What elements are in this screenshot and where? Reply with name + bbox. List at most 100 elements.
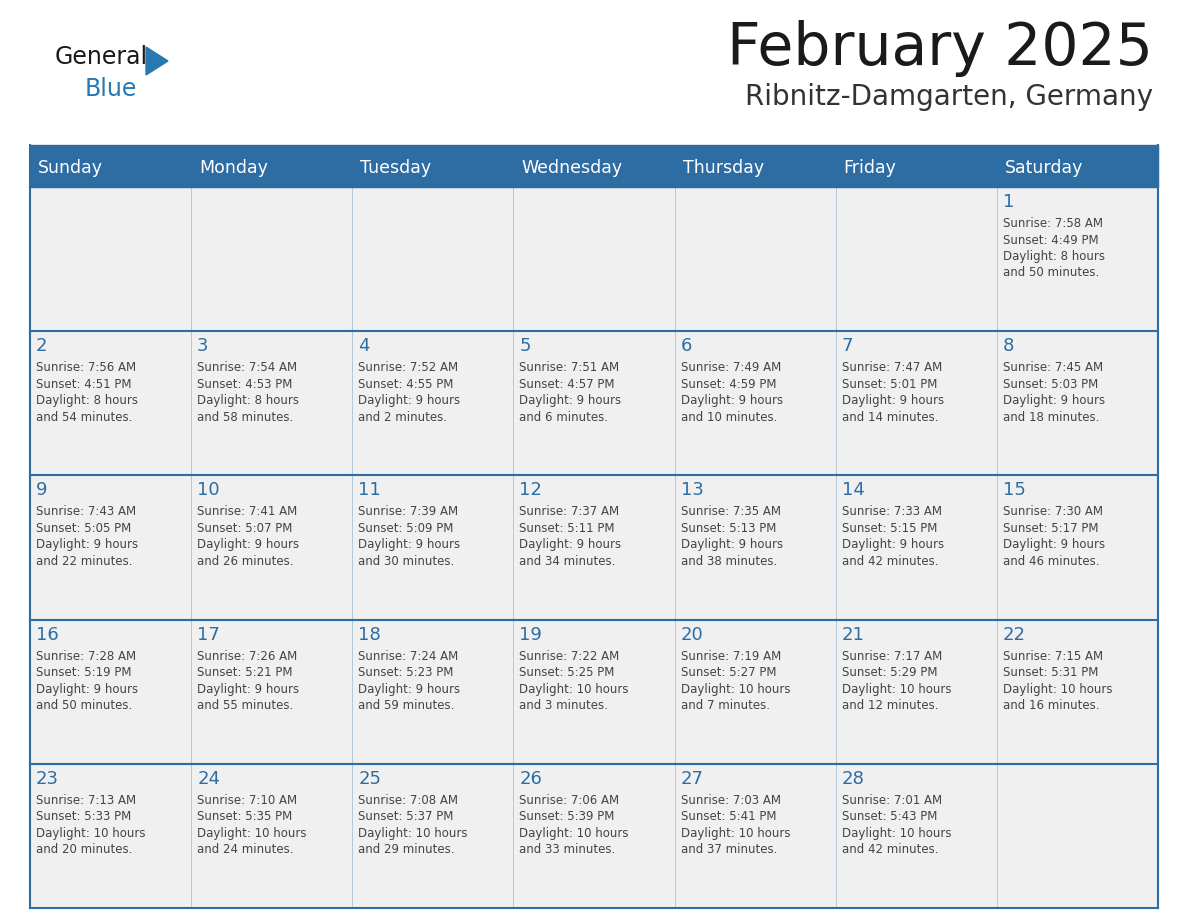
Text: and 50 minutes.: and 50 minutes. <box>36 700 132 712</box>
Text: and 59 minutes.: and 59 minutes. <box>359 700 455 712</box>
Text: Daylight: 10 hours: Daylight: 10 hours <box>36 827 145 840</box>
Text: General: General <box>55 45 148 69</box>
Text: 25: 25 <box>359 770 381 788</box>
Text: and 12 minutes.: and 12 minutes. <box>842 700 939 712</box>
Text: Sunrise: 7:43 AM: Sunrise: 7:43 AM <box>36 506 137 519</box>
Text: Daylight: 9 hours: Daylight: 9 hours <box>1003 394 1105 408</box>
Bar <box>513 764 675 908</box>
Text: and 37 minutes.: and 37 minutes. <box>681 844 777 856</box>
Text: Sunrise: 7:49 AM: Sunrise: 7:49 AM <box>681 361 781 375</box>
Text: Daylight: 10 hours: Daylight: 10 hours <box>1003 683 1112 696</box>
Bar <box>997 476 1158 620</box>
Text: Friday: Friday <box>843 159 897 177</box>
Text: Sunset: 4:55 PM: Sunset: 4:55 PM <box>359 377 454 391</box>
Text: Sunrise: 7:56 AM: Sunrise: 7:56 AM <box>36 361 137 375</box>
Text: and 58 minutes.: and 58 minutes. <box>197 410 293 424</box>
Text: Sunset: 5:09 PM: Sunset: 5:09 PM <box>359 522 454 535</box>
Text: Daylight: 9 hours: Daylight: 9 hours <box>197 538 299 552</box>
Text: Daylight: 9 hours: Daylight: 9 hours <box>36 683 138 696</box>
Text: Sunset: 5:07 PM: Sunset: 5:07 PM <box>197 522 292 535</box>
Text: Sunset: 5:23 PM: Sunset: 5:23 PM <box>359 666 454 679</box>
Bar <box>30 331 191 476</box>
Text: and 16 minutes.: and 16 minutes. <box>1003 700 1099 712</box>
Bar <box>513 620 675 764</box>
Text: Daylight: 8 hours: Daylight: 8 hours <box>1003 250 1105 263</box>
Text: Sunrise: 7:03 AM: Sunrise: 7:03 AM <box>681 794 781 807</box>
Text: Sunset: 5:13 PM: Sunset: 5:13 PM <box>681 522 776 535</box>
Text: Sunrise: 7:28 AM: Sunrise: 7:28 AM <box>36 650 137 663</box>
Bar <box>997 187 1158 331</box>
Bar <box>353 187 513 331</box>
Bar <box>30 145 1158 149</box>
Text: Sunset: 5:37 PM: Sunset: 5:37 PM <box>359 811 454 823</box>
Text: Sunset: 5:29 PM: Sunset: 5:29 PM <box>842 666 937 679</box>
Text: Daylight: 10 hours: Daylight: 10 hours <box>519 827 628 840</box>
Text: Sunrise: 7:08 AM: Sunrise: 7:08 AM <box>359 794 459 807</box>
Text: Wednesday: Wednesday <box>522 159 623 177</box>
Text: Daylight: 9 hours: Daylight: 9 hours <box>681 538 783 552</box>
Bar <box>675 764 835 908</box>
Bar <box>30 764 191 908</box>
Text: and 42 minutes.: and 42 minutes. <box>842 554 939 568</box>
Text: Daylight: 8 hours: Daylight: 8 hours <box>197 394 299 408</box>
Bar <box>30 187 191 331</box>
Text: 16: 16 <box>36 625 58 644</box>
Text: and 2 minutes.: and 2 minutes. <box>359 410 448 424</box>
Text: Sunrise: 7:58 AM: Sunrise: 7:58 AM <box>1003 217 1102 230</box>
Bar <box>191 620 353 764</box>
Text: Sunrise: 7:54 AM: Sunrise: 7:54 AM <box>197 361 297 375</box>
Text: Sunrise: 7:35 AM: Sunrise: 7:35 AM <box>681 506 781 519</box>
Text: 10: 10 <box>197 481 220 499</box>
Bar <box>191 764 353 908</box>
Text: and 24 minutes.: and 24 minutes. <box>197 844 293 856</box>
Bar <box>513 476 675 620</box>
Text: Sunday: Sunday <box>38 159 103 177</box>
Text: Daylight: 9 hours: Daylight: 9 hours <box>842 538 943 552</box>
Text: 11: 11 <box>359 481 381 499</box>
Text: Sunrise: 7:33 AM: Sunrise: 7:33 AM <box>842 506 942 519</box>
Text: and 55 minutes.: and 55 minutes. <box>197 700 293 712</box>
Text: and 29 minutes.: and 29 minutes. <box>359 844 455 856</box>
Text: Daylight: 10 hours: Daylight: 10 hours <box>197 827 307 840</box>
Text: and 42 minutes.: and 42 minutes. <box>842 844 939 856</box>
Text: Sunset: 4:57 PM: Sunset: 4:57 PM <box>519 377 615 391</box>
Bar <box>353 620 513 764</box>
Text: Sunrise: 7:45 AM: Sunrise: 7:45 AM <box>1003 361 1102 375</box>
Text: and 54 minutes.: and 54 minutes. <box>36 410 132 424</box>
Text: Sunset: 5:27 PM: Sunset: 5:27 PM <box>681 666 776 679</box>
Text: and 10 minutes.: and 10 minutes. <box>681 410 777 424</box>
Text: Daylight: 9 hours: Daylight: 9 hours <box>519 394 621 408</box>
Text: Sunset: 5:17 PM: Sunset: 5:17 PM <box>1003 522 1099 535</box>
Text: 3: 3 <box>197 337 209 355</box>
Text: 13: 13 <box>681 481 703 499</box>
Bar <box>675 476 835 620</box>
Text: Daylight: 9 hours: Daylight: 9 hours <box>359 394 461 408</box>
Bar <box>997 764 1158 908</box>
Text: Daylight: 10 hours: Daylight: 10 hours <box>681 683 790 696</box>
Text: Sunrise: 7:19 AM: Sunrise: 7:19 AM <box>681 650 781 663</box>
Text: 21: 21 <box>842 625 865 644</box>
Text: Sunrise: 7:06 AM: Sunrise: 7:06 AM <box>519 794 620 807</box>
Text: Daylight: 10 hours: Daylight: 10 hours <box>359 827 468 840</box>
Text: and 7 minutes.: and 7 minutes. <box>681 700 770 712</box>
Text: and 30 minutes.: and 30 minutes. <box>359 554 455 568</box>
Text: Sunrise: 7:41 AM: Sunrise: 7:41 AM <box>197 506 297 519</box>
Text: 27: 27 <box>681 770 703 788</box>
Text: 18: 18 <box>359 625 381 644</box>
Text: Daylight: 10 hours: Daylight: 10 hours <box>519 683 628 696</box>
Text: Sunrise: 7:10 AM: Sunrise: 7:10 AM <box>197 794 297 807</box>
Text: Daylight: 9 hours: Daylight: 9 hours <box>36 538 138 552</box>
Text: Sunset: 5:41 PM: Sunset: 5:41 PM <box>681 811 776 823</box>
Bar <box>835 476 997 620</box>
Bar <box>675 187 835 331</box>
Bar <box>997 620 1158 764</box>
Text: Sunrise: 7:39 AM: Sunrise: 7:39 AM <box>359 506 459 519</box>
Text: Daylight: 10 hours: Daylight: 10 hours <box>842 683 952 696</box>
Text: Sunrise: 7:47 AM: Sunrise: 7:47 AM <box>842 361 942 375</box>
Text: Sunrise: 7:15 AM: Sunrise: 7:15 AM <box>1003 650 1102 663</box>
Text: Daylight: 9 hours: Daylight: 9 hours <box>842 394 943 408</box>
Bar <box>675 620 835 764</box>
Text: 8: 8 <box>1003 337 1015 355</box>
Text: Daylight: 9 hours: Daylight: 9 hours <box>359 538 461 552</box>
Text: Saturday: Saturday <box>1005 159 1083 177</box>
